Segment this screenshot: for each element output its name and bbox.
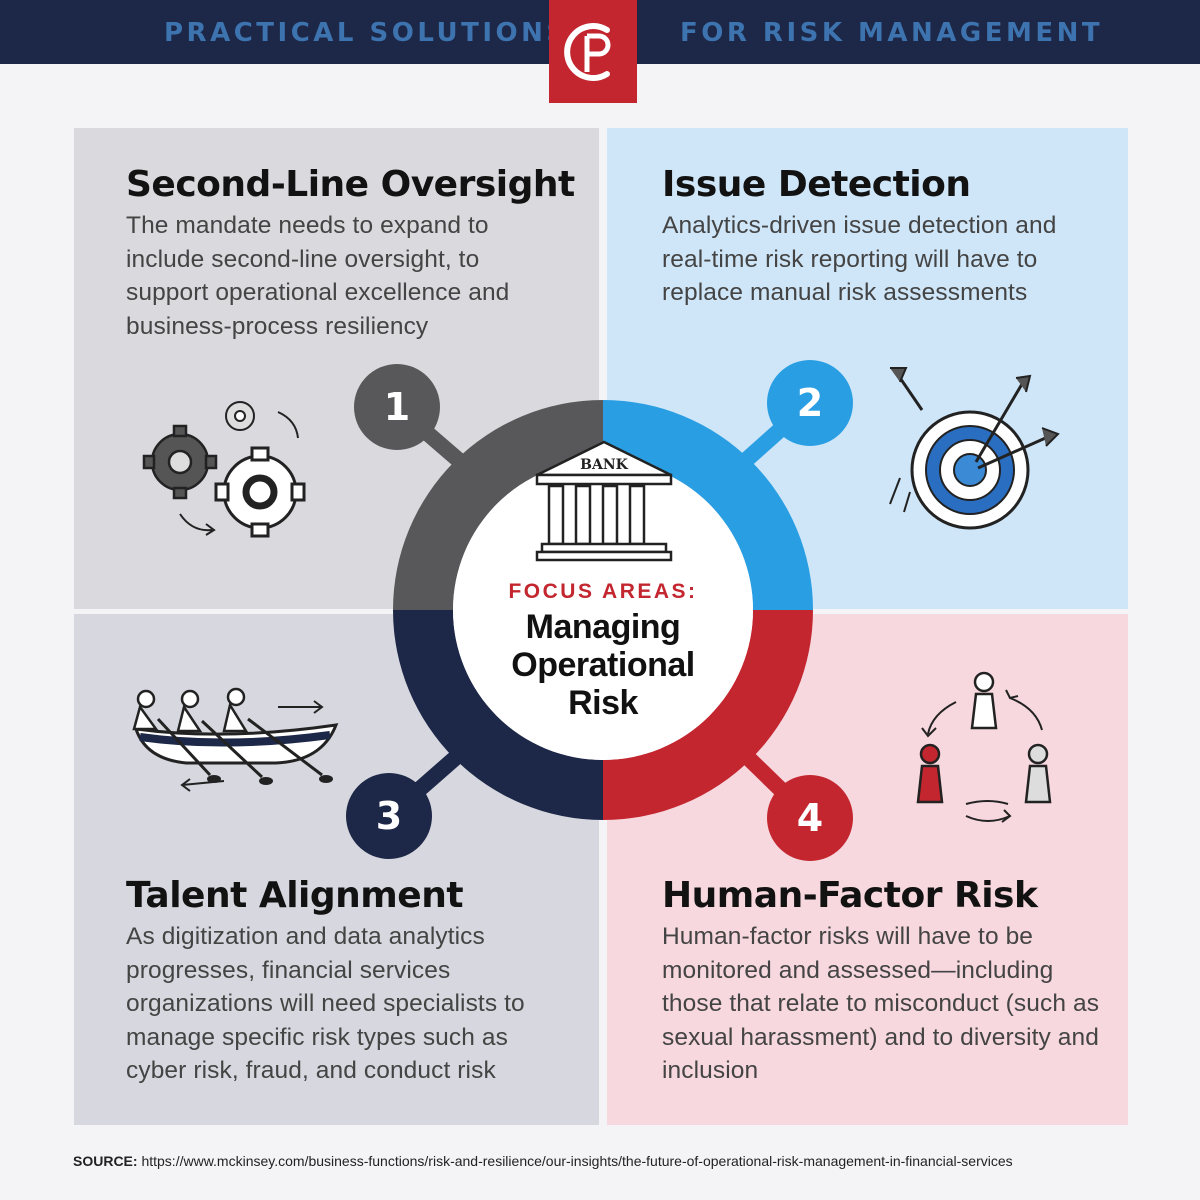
number-badge-1: 1 [354, 364, 440, 450]
center-title-line-2: Operational [511, 646, 695, 684]
rowing-team-icon [132, 687, 339, 792]
number-badge-2: 2 [767, 360, 853, 446]
source-footer: SOURCE: https://www.mckinsey.com/busines… [73, 1153, 1013, 1169]
ring-segment-4 [603, 610, 813, 820]
bank-icon [535, 440, 673, 562]
number-badge-4: 4 [767, 775, 853, 861]
bank-label: BANK [580, 457, 628, 473]
ring-center [453, 460, 753, 760]
quadrant-1-body: The mandate needs to expand to include s… [126, 212, 510, 340]
ring-segment-1 [393, 400, 603, 610]
center-title-line-1: Managing [525, 608, 681, 646]
target-icon [889, 367, 1060, 530]
header-left-text: PRACTICAL SOLUTIONS [164, 18, 569, 48]
quadrant-4-title: Human-Factor Risk [662, 875, 1038, 916]
header-right-text: FOR RISK MANAGEMENT [680, 18, 1104, 48]
ring-segment-2 [603, 400, 813, 610]
ring-segment-3 [393, 610, 603, 820]
quadrant-4-body: Human-factor risks will have to be monit… [662, 923, 1100, 1084]
quadrant-3-body: As digitization and data analytics progr… [126, 923, 525, 1084]
gears-icon [142, 401, 306, 538]
quadrant-1-title: Second-Line Oversight [126, 164, 575, 205]
source-label: SOURCE: [73, 1153, 138, 1169]
center-title-line-3: Risk [568, 684, 638, 722]
quadrant-3-title: Talent Alignment [126, 875, 464, 916]
number-badge-3: 3 [346, 773, 432, 859]
cp-logo-icon [564, 22, 611, 81]
quadrant-2-body: Analytics-driven issue detection and rea… [662, 212, 1057, 306]
people-cycle-icon [916, 671, 1052, 823]
center-title: Managing Operational Risk [480, 608, 726, 722]
quadrant-2-title: Issue Detection [662, 164, 971, 205]
cp-logo [549, 0, 637, 103]
source-url[interactable]: https://www.mckinsey.com/business-functi… [141, 1153, 1013, 1169]
center-label: FOCUS AREAS: Managing Operational Risk [480, 580, 726, 722]
focus-areas-label: FOCUS AREAS: [508, 580, 698, 603]
